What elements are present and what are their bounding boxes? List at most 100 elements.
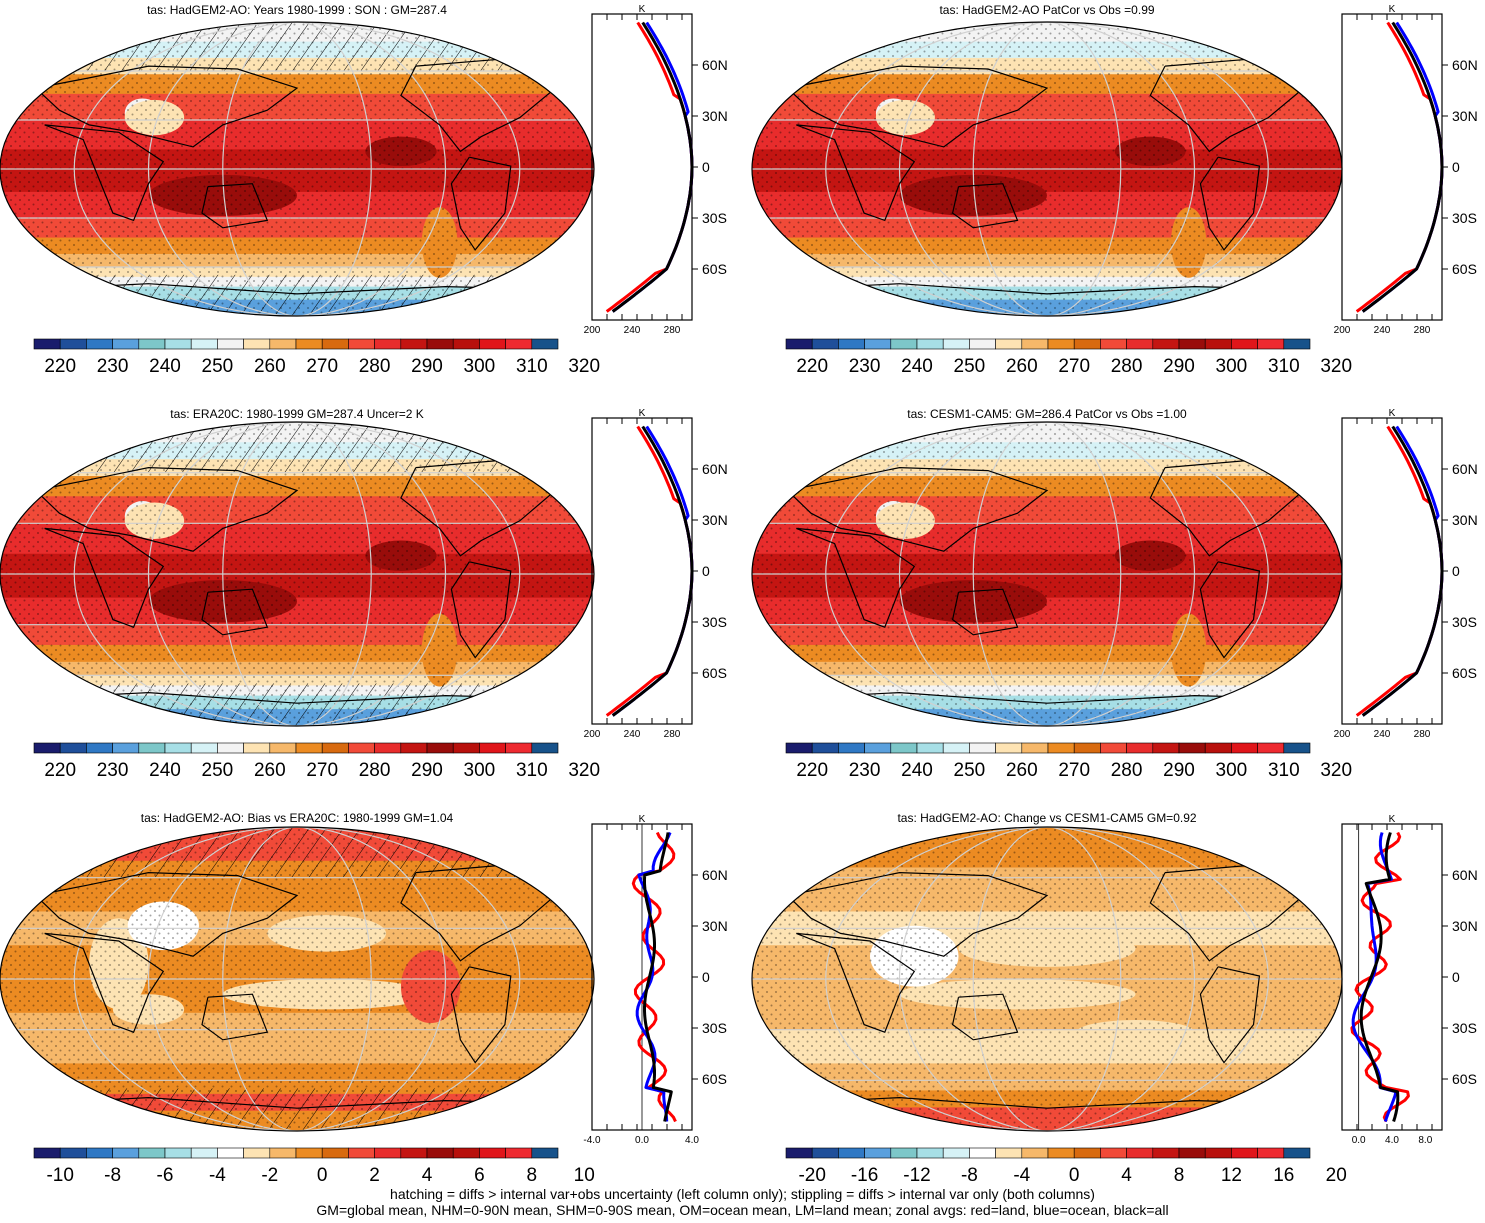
colorbar-swatch: [1100, 1147, 1127, 1159]
colorbar-swatch: [452, 742, 480, 754]
colorbar-tick-label: 6: [474, 1165, 485, 1186]
colorbar-swatch: [59, 338, 87, 350]
colorbar-swatch: [269, 338, 297, 350]
colorbar-swatch: [217, 742, 244, 754]
colorbar-swatch: [112, 742, 140, 754]
colorbar-swatch: [190, 742, 218, 754]
colorbar-swatch: [190, 338, 218, 350]
colorbar-swatch: [1073, 1147, 1101, 1159]
map-outline: [0, 21, 595, 317]
colorbar-tick-label: 310: [1268, 356, 1300, 377]
panel-2: tas: HadGEM2-AO PatCor vs Obs =0.99 220 23…: [751, 3, 1478, 377]
colorbar-swatch: [785, 338, 813, 350]
colorbar-tick-label: 290: [411, 760, 443, 781]
profile-x-tick-label: 0.0: [1352, 1135, 1366, 1146]
longitude-gridline: [147, 422, 447, 726]
colorbar-tick-label: 240: [901, 356, 933, 377]
longitude-gridline: [898, 422, 1196, 726]
coastline: [44, 124, 165, 222]
panel-title: tas: ERA20C: 1980-1999 GM=287.4 Uncer=2 …: [170, 407, 423, 421]
colorbar-tick-label: 12: [1221, 1165, 1242, 1186]
longitude-gridline: [73, 22, 521, 316]
colorbar-tick-label: 16: [1273, 1165, 1294, 1186]
profile-x-tick-label: 280: [1414, 325, 1431, 336]
profile-x-tick-label: 0.0: [635, 1135, 649, 1146]
colorbar-tick-label: 220: [44, 760, 76, 781]
colorbar-swatch: [916, 1147, 944, 1159]
hatching-overlay-south: [0, 274, 594, 316]
map-outline: [0, 826, 595, 1132]
colorbar-swatch: [838, 338, 865, 350]
colorbar-swatch: [400, 742, 428, 754]
colorbar-swatch: [374, 742, 402, 754]
colorbar-swatch: [1152, 742, 1180, 754]
profile-line-land: [1355, 21, 1444, 313]
profile-frame: [1341, 823, 1443, 1131]
colorbar-swatch: [86, 1147, 113, 1159]
colorbar-swatch: [295, 742, 323, 754]
colorbar-tick-label: -10: [46, 1165, 73, 1186]
colorbar-swatch: [1047, 742, 1075, 754]
colorbar-tick-label: -20: [798, 1165, 825, 1186]
colorbar-swatch: [1126, 742, 1154, 754]
profile-x-tick-label: 4.0: [685, 1135, 699, 1146]
profile-lat-label: 30S: [1452, 1020, 1477, 1036]
colorbar-swatch: [59, 1147, 87, 1159]
profile-lat-label: 60N: [702, 57, 728, 73]
colorbar-swatch: [217, 1147, 244, 1159]
colorbar-tick-label: 320: [568, 760, 600, 781]
profile-line-all: [643, 832, 673, 1122]
colorbar-tick-label: 2: [369, 1165, 380, 1186]
colorbar-swatch: [1178, 742, 1206, 754]
longitude-gridline: [825, 22, 1269, 316]
panel-4: tas: CESM1-CAM5: GM=286.4 PatCor vs Obs …: [751, 407, 1478, 781]
profile-lat-label: 0: [1452, 969, 1460, 985]
colorbar-tick-label: 0: [1069, 1165, 1080, 1186]
colorbar-swatch: [1100, 742, 1127, 754]
colorbar-swatch: [138, 338, 166, 350]
coastline: [1199, 561, 1261, 659]
longitude-gridline: [972, 422, 1122, 726]
colorbar-tick-label: 230: [849, 760, 881, 781]
profile-line-all: [1361, 21, 1444, 313]
profile-lat-label: 30N: [702, 512, 728, 528]
profile-lat-label: 0: [702, 563, 710, 579]
panel-1: tas: HadGEM2-AO: Years 1980-1999 : SON :…: [0, 3, 728, 377]
colorbar-tick-label: 8: [1174, 1165, 1185, 1186]
profile-lat-label: 60S: [702, 261, 727, 277]
colorbar-swatch: [505, 338, 533, 350]
coastline: [1199, 966, 1261, 1064]
colorbar-swatch: [995, 742, 1023, 754]
colorbar-tick-label: 220: [796, 760, 828, 781]
map-field: [752, 422, 1342, 726]
colorbar-swatch: [164, 742, 192, 754]
profile-x-tick-label: 240: [624, 325, 641, 336]
colorbar-swatch: [531, 742, 559, 754]
profile-line-all: [1361, 425, 1444, 717]
colorbar-swatch: [942, 338, 970, 350]
colorbar-swatch: [452, 1147, 480, 1159]
profile-x-tick-label: 240: [1374, 729, 1391, 740]
colorbar-swatch: [1178, 1147, 1206, 1159]
profile-unit-label: K: [639, 814, 646, 825]
colorbar-swatch: [1204, 742, 1232, 754]
profile-frame: [1341, 13, 1443, 321]
colorbar-swatch: [942, 742, 970, 754]
colorbar-swatch: [112, 338, 140, 350]
colorbar-swatch: [1178, 338, 1206, 350]
profile-x-tick-label: 200: [584, 729, 601, 740]
map-field: [752, 22, 1342, 316]
coastline: [951, 183, 1019, 229]
profile-frame: [591, 417, 693, 725]
coastline: [796, 932, 916, 1033]
longitude-gridline: [222, 827, 372, 1131]
colorbar-tick-label: 250: [202, 760, 234, 781]
colorbar-swatch: [1231, 742, 1258, 754]
colorbar-tick-label: 8: [527, 1165, 538, 1186]
colorbar-swatch: [400, 338, 428, 350]
profile-lat-label: 30N: [702, 918, 728, 934]
colorbar-tick-label: 220: [44, 356, 76, 377]
colorbar-tick-label: 270: [306, 356, 338, 377]
colorbar-swatch: [995, 338, 1023, 350]
coastline: [786, 871, 1049, 957]
